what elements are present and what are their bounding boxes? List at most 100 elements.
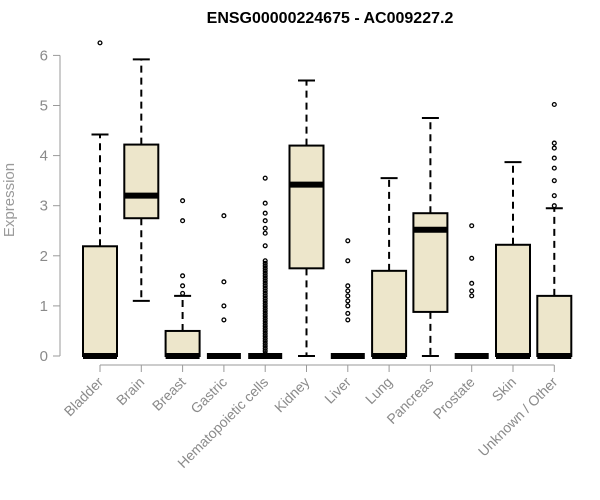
outlier-point xyxy=(221,213,227,219)
outlier-point xyxy=(262,260,268,266)
y-tick-label: 1 xyxy=(40,298,48,315)
outlier-point xyxy=(469,255,475,261)
outlier-point xyxy=(345,293,351,299)
outlier-point xyxy=(262,243,268,249)
box-iqr xyxy=(371,269,408,357)
box-unknown-other xyxy=(536,101,573,359)
x-tick-label: Brain xyxy=(113,374,147,408)
outlier-point xyxy=(262,340,268,347)
outlier-point xyxy=(262,290,268,296)
y-tick-label: 4 xyxy=(40,148,48,165)
outlier-point xyxy=(221,303,227,309)
x-tick-label: Liver xyxy=(321,374,354,407)
x-tick-label: Bladder xyxy=(61,374,107,420)
outlier-point xyxy=(262,175,268,181)
outlier-point xyxy=(262,225,268,231)
outlier-point xyxy=(262,338,268,344)
box-kidney xyxy=(288,79,325,357)
y-tick-label: 5 xyxy=(40,98,48,115)
outlier-point xyxy=(469,293,475,299)
outlier-point xyxy=(345,283,351,289)
outlier-point xyxy=(345,298,351,304)
outlier-point xyxy=(262,270,268,276)
outlier-point xyxy=(262,283,268,289)
outlier-point xyxy=(262,345,268,352)
outlier-point xyxy=(262,333,268,339)
x-tick-label: Kidney xyxy=(271,374,313,416)
outlier-point xyxy=(551,193,557,199)
box-lung xyxy=(371,177,408,359)
outlier-point xyxy=(262,330,268,337)
y-tick-label: 0 xyxy=(40,348,48,365)
outlier-point xyxy=(262,343,268,349)
outlier-point xyxy=(262,335,268,342)
outlier-point xyxy=(345,288,351,294)
y-axis: 0 1 2 3 4 5 6 xyxy=(40,47,61,365)
outlier-point xyxy=(262,288,268,294)
outlier-point xyxy=(262,293,268,299)
y-tick-label: 3 xyxy=(40,198,48,215)
outlier-point xyxy=(262,273,268,279)
outlier-point xyxy=(262,265,268,271)
chart-title: ENSG00000224675 - AC009227.2 xyxy=(207,10,454,27)
x-tick-label: Skin xyxy=(489,374,520,405)
y-tick-label: 6 xyxy=(40,47,48,64)
outlier-point xyxy=(551,140,557,146)
outlier-point xyxy=(262,218,268,224)
outlier-point xyxy=(345,310,351,316)
outlier-point xyxy=(180,273,186,279)
outlier-point xyxy=(262,275,268,281)
outlier-point xyxy=(345,238,351,244)
outlier-point xyxy=(345,303,351,309)
y-tick-label: 2 xyxy=(40,248,48,265)
box-iqr xyxy=(123,143,160,220)
box-iqr xyxy=(536,294,573,358)
outlier-point xyxy=(262,350,268,357)
outlier-point xyxy=(262,268,268,274)
outlier-point xyxy=(262,308,268,314)
box-iqr xyxy=(82,245,118,358)
outlier-point xyxy=(551,155,557,161)
outlier-point xyxy=(551,178,557,184)
box-skin xyxy=(495,161,531,359)
outlier-point xyxy=(262,310,268,316)
outlier-point xyxy=(262,303,268,309)
plot-area xyxy=(82,40,573,359)
outlier-point xyxy=(262,348,268,354)
x-tick-label: Prostate xyxy=(430,374,478,422)
box-bladder xyxy=(82,40,118,359)
outlier-point xyxy=(262,200,268,206)
outlier-point xyxy=(262,323,268,329)
box-iqr xyxy=(495,243,531,357)
outlier-point xyxy=(97,40,103,46)
outlier-point xyxy=(262,278,268,284)
outlier-point xyxy=(180,290,186,296)
outlier-point xyxy=(551,165,557,171)
box-iqr xyxy=(164,329,201,358)
outlier-point xyxy=(262,258,268,264)
outlier-point xyxy=(262,210,268,216)
outlier-point xyxy=(262,325,268,331)
box-breast xyxy=(164,198,201,359)
outlier-point xyxy=(180,198,186,204)
outlier-point xyxy=(262,313,268,319)
outlier-point xyxy=(469,223,475,229)
outlier-point xyxy=(262,285,268,291)
box-iqr xyxy=(288,144,325,270)
outlier-point xyxy=(221,317,227,323)
outlier-point xyxy=(262,295,268,301)
x-tick-label: Lung xyxy=(362,374,395,407)
box-brain xyxy=(123,58,160,302)
outlier-point xyxy=(180,218,186,224)
outlier-point xyxy=(262,305,268,311)
box-liver xyxy=(330,238,365,359)
outlier-point xyxy=(262,263,268,269)
outlier-point xyxy=(221,279,227,285)
outlier-point xyxy=(551,101,557,108)
outlier-point xyxy=(262,230,268,236)
outlier-point xyxy=(262,280,268,286)
outlier-point xyxy=(469,288,475,294)
outlier-point xyxy=(345,317,351,323)
outlier-point xyxy=(262,318,268,324)
